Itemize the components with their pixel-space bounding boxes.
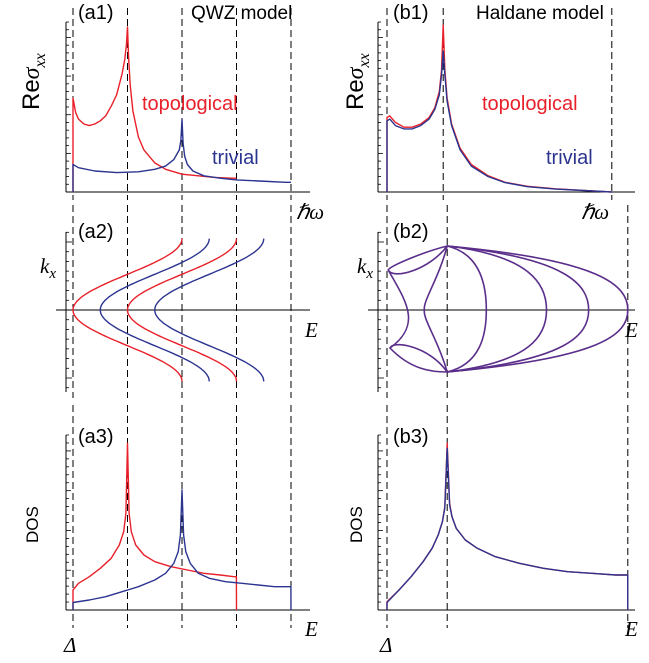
kx-ylabel-left: kx [40,254,56,282]
a2-band-trivial-1 [154,238,265,382]
hw-xlabel-right: ℏω [581,200,609,224]
panel-label-a3: (a3) [78,426,114,448]
panel-label-a2: (a2) [78,221,114,243]
kx-sub-left: x [48,266,56,282]
panel-label-a1: (a1) [78,2,114,24]
sigma-sub-right: xx [356,53,373,68]
b2-band-left-lens [423,245,448,373]
a1-series-topological-line [72,26,237,192]
sigma-sub-left: xx [32,53,49,68]
b2-band-right-loop-1 [447,245,548,373]
b2-band-right-loop-2 [447,245,590,373]
sigma-ylabel-right: Reσxx [342,53,373,110]
sigma-ylabel-left: Reσxx [18,53,49,110]
left-model-title: QWZ model [191,3,292,24]
dos-ylabel-left: DOS [23,506,42,543]
b2-band-right-loop-3 [447,245,629,373]
b2-band-left-inner-top [387,245,448,275]
delta-tick-left: Δ [63,633,76,657]
kx-ylabel-right: kx [357,254,373,282]
e-xlabel-b3: E [624,617,638,641]
series-label-topological-right: topological [482,93,578,115]
panel-label-b1: (b1) [393,2,429,24]
kx-sub-right: x [365,266,373,282]
a3-series-trivial-line [72,489,292,611]
b3-series-trivial-line [386,447,629,611]
a2-band-trivial-0 [99,238,210,382]
sigma-symbol-left: σ [19,66,45,79]
dos-ylabel-right: DOS [347,506,366,543]
b2-band-left-outer [387,245,448,373]
series-label-trivial-left: trivial [212,147,259,169]
series-label-trivial-right: trivial [546,147,593,169]
sigma-re-right: Re [342,79,369,110]
b3-series-topological-line [386,442,629,611]
b2-band-left-inner-bot [389,344,448,373]
b2-band-right-loop-0 [447,245,488,373]
sigma-symbol-right: σ [343,66,369,79]
kx-symbol-left: k [40,254,50,278]
a2-band-topological-0 [72,238,183,382]
e-xlabel-a2: E [304,318,318,342]
hw-xlabel-left: ℏω [296,200,324,224]
e-xlabel-b2: E [624,318,638,342]
panel-label-b2: (b2) [393,221,429,243]
b1-series-trivial-line [386,50,612,193]
right-model-title: Haldane model [476,3,604,24]
series-label-topological-left: topological [142,93,238,115]
kx-symbol-right: k [357,254,367,278]
a3-series-topological-line [72,442,238,611]
plot-layer [56,8,635,628]
a2-band-topological-1 [126,238,238,382]
sigma-re-left: Re [18,79,45,110]
delta-tick-right: Δ [379,633,392,657]
e-xlabel-a3: E [304,617,318,641]
panel-label-b3: (b3) [393,426,429,448]
a1-series-trivial-line [72,118,291,192]
